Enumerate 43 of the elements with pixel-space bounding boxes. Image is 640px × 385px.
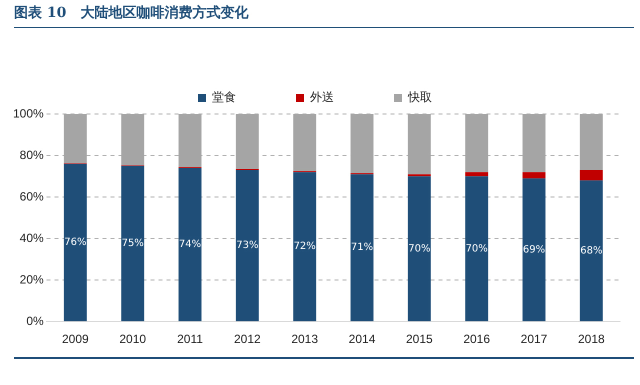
data-label: 70%: [408, 243, 430, 254]
bar: [121, 166, 144, 322]
bar: [465, 172, 488, 176]
data-label: 72%: [294, 241, 316, 252]
bar: [465, 176, 488, 322]
legend-label: 快取: [407, 90, 432, 104]
x-tick-label: 2016: [463, 332, 490, 346]
x-tick-label: 2017: [520, 332, 548, 346]
data-label: 75%: [122, 238, 144, 250]
legend-label: 堂食: [212, 90, 236, 104]
bar: [236, 170, 259, 322]
bar: [522, 178, 546, 322]
y-tick-label: 20%: [20, 272, 44, 286]
x-tick-label: 2013: [291, 332, 318, 346]
bar: [580, 170, 603, 180]
data-label: 68%: [580, 245, 602, 256]
x-tick-label: 2009: [62, 332, 90, 346]
bar: [580, 180, 603, 322]
chart-title: 图表 10 大陆地区咖啡消费方式变化: [14, 4, 248, 22]
bar: [350, 174, 374, 322]
x-tick-label: 2015: [406, 332, 434, 346]
y-tick-label: 80%: [20, 148, 44, 162]
bar: [293, 172, 316, 322]
data-label: 69%: [522, 244, 546, 256]
y-tick-label: 40%: [20, 230, 44, 245]
data-label: 73%: [236, 240, 258, 252]
y-tick-label: 60%: [20, 189, 44, 204]
data-label: 76%: [64, 237, 86, 248]
bar: [64, 164, 87, 322]
y-tick-label: 100%: [12, 106, 44, 120]
data-label: 71%: [350, 242, 374, 254]
x-tick-label: 2012: [234, 332, 262, 346]
bar: [408, 176, 431, 322]
data-label: 70%: [466, 243, 488, 254]
x-tick-label: 2010: [119, 332, 146, 346]
data-label: 74%: [178, 239, 202, 250]
bar: [522, 172, 546, 178]
x-tick-label: 2011: [177, 332, 204, 346]
y-tick-label: 0%: [26, 314, 44, 328]
x-tick-label: 2014: [348, 332, 376, 346]
x-tick-label: 2018: [578, 332, 606, 346]
bar: [178, 168, 202, 322]
legend-label: 外送: [310, 90, 334, 104]
